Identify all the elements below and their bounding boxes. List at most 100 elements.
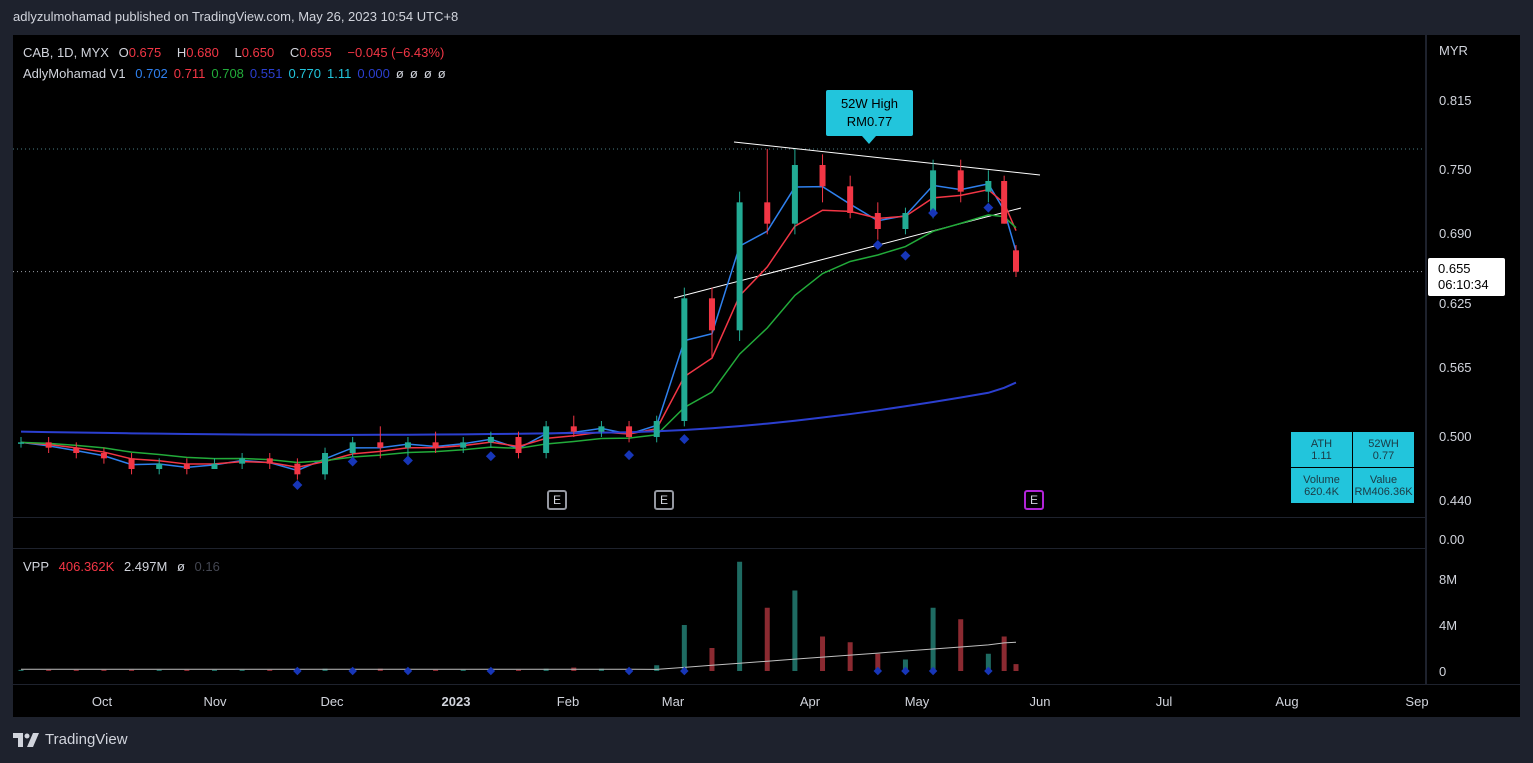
signal-diamond: [402, 455, 413, 466]
volume-bar: [543, 668, 549, 671]
volume-label: Volume: [1303, 473, 1340, 486]
vpp-name[interactable]: VPP: [23, 559, 50, 574]
low-value: 0.650: [241, 45, 275, 60]
time-label: May: [904, 694, 930, 709]
time-label: Aug: [1275, 694, 1299, 709]
52wh-cell: 52WH 0.77: [1352, 431, 1415, 468]
price-scale[interactable]: MYR 0.815 0.750 0.690 0.625 0.565 0.500 0.440 …: [1427, 35, 1520, 684]
indicator-value-4: 0.770: [288, 66, 322, 81]
vpp-value-1: 406.362K: [58, 559, 115, 574]
volume-bar: [18, 669, 24, 671]
52w-high-callout: 52W High RM0.77: [826, 90, 913, 144]
volume-bar: [211, 669, 217, 671]
candle-body: [791, 165, 798, 224]
candle-body: [930, 170, 937, 213]
volume-cell: Volume 620.4K: [1290, 467, 1353, 504]
price-tick: 0.565: [1439, 359, 1472, 375]
value-value: RM406.36K: [1354, 485, 1413, 498]
indicator-value-0: 0.702: [135, 66, 168, 81]
volume-signal-diamond: [403, 666, 413, 676]
volume-bar: [958, 619, 964, 671]
published-header: adlyzulmohamad published on TradingView.…: [13, 9, 459, 24]
volume-bar: [101, 669, 107, 671]
signal-diamond: [485, 451, 496, 462]
volume-bar: [516, 669, 521, 671]
candle-body: [239, 458, 246, 464]
volume-tick: 8M: [1439, 572, 1458, 587]
time-label: Dec: [320, 694, 344, 709]
volume-bar: [985, 653, 991, 671]
price-pane[interactable]: CAB, 1D, MYX O0.675 H0.680 L0.650 C0.655…: [13, 35, 1425, 517]
volume-bar: [875, 653, 881, 671]
time-label: Sep: [1405, 694, 1429, 709]
indicator-value-8: ø: [409, 66, 418, 81]
volume-signal-diamond: [873, 666, 883, 676]
candle-body: [1001, 181, 1008, 224]
volume-bar: [847, 642, 853, 671]
open-label: O: [118, 45, 129, 60]
volume-bar: [239, 669, 245, 671]
candle-body: [847, 186, 854, 213]
earnings-marker-upcoming[interactable]: E: [1024, 490, 1044, 510]
vpp-value-4: 0.16: [194, 559, 220, 574]
ema-fast-line: [20, 183, 1017, 472]
signal-diamond: [292, 480, 303, 490]
volume-bar: [433, 669, 439, 671]
volume-tick: 4M: [1439, 618, 1458, 633]
candle-body: [45, 442, 52, 448]
candle-body: [902, 213, 909, 229]
signal-diamond: [983, 202, 994, 213]
signal-diamond: [928, 208, 939, 218]
volume-bar: [322, 668, 328, 671]
indicator-value-6: 0.000: [357, 66, 390, 81]
indicator-name[interactable]: AdlyMohamad V1: [23, 66, 126, 81]
candle-body: [128, 458, 135, 469]
volume-signal-diamond: [901, 666, 910, 676]
time-label: Mar: [661, 694, 685, 709]
volume-bar: [73, 669, 79, 671]
currency-label[interactable]: MYR: [1439, 43, 1468, 58]
earnings-marker[interactable]: E: [654, 490, 674, 510]
volume-bar: [598, 668, 604, 671]
high-label: H: [176, 45, 187, 60]
ema-slow-line: [20, 214, 1017, 464]
candle-body: [487, 437, 494, 443]
signal-diamond: [624, 450, 635, 461]
tradingview-logo-icon: [13, 732, 39, 747]
volume-bar: [737, 561, 743, 671]
candle-body: [349, 442, 356, 453]
time-label: Jun: [1029, 694, 1051, 709]
time-label: Apr: [799, 694, 821, 709]
volume-signal-diamond: [348, 666, 357, 676]
value-cell: Value RM406.36K: [1352, 467, 1415, 504]
open-value: 0.675: [128, 45, 162, 60]
signal-diamond: [872, 240, 883, 250]
candle-body: [183, 463, 190, 469]
value-label: Value: [1369, 473, 1398, 486]
signal-diamond: [900, 250, 911, 261]
price-tick: 0.500: [1439, 429, 1472, 444]
earnings-marker[interactable]: E: [547, 490, 567, 510]
symbol-info[interactable]: CAB, 1D, MYX: [23, 45, 109, 60]
vpp-legend: VPP 406.362K 2.497M ø 0.16: [23, 559, 226, 574]
volume-bar: [1013, 664, 1019, 671]
volume-bar: [681, 625, 687, 671]
candle-body: [681, 298, 688, 421]
footer-brand[interactable]: TradingView: [13, 731, 128, 748]
indicator-value-9: ø: [423, 66, 432, 81]
time-label: Nov: [203, 694, 227, 709]
time-label: Oct: [91, 694, 113, 709]
price-chart-svg: [13, 141, 1425, 490]
candle-body: [985, 181, 992, 192]
time-axis[interactable]: Oct Nov Dec 2023 Feb Mar Apr May Jun Jul Aug Sep: [13, 685, 1520, 717]
indicator-value-2: 0.708: [211, 66, 244, 81]
candle-body: [404, 442, 411, 448]
price-tick: 0.690: [1439, 226, 1472, 242]
price-tick: 0.440: [1439, 493, 1472, 508]
last-price: 0.655: [1438, 261, 1471, 276]
brand-name: TradingView: [45, 731, 128, 748]
volume-pane[interactable]: VPP 406.362K 2.497M ø 0.16: [13, 549, 1425, 684]
pane-separator[interactable]: [13, 518, 1425, 548]
candle-body: [515, 437, 522, 453]
indicator-values: 0.702 0.711 0.708 0.551 0.770 1.11 0.000 ø ø ø ø: [135, 66, 451, 81]
